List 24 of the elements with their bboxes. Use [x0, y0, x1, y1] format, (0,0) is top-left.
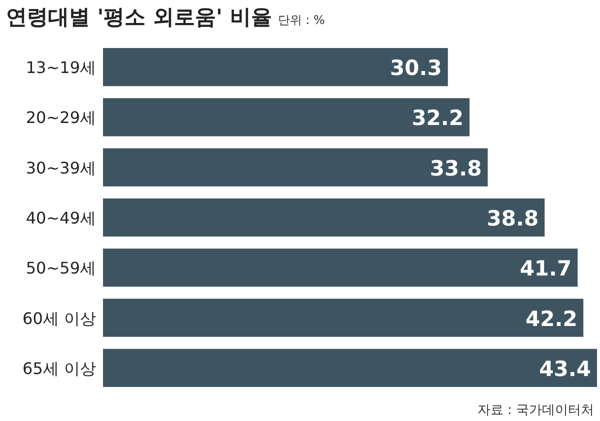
data-label: 42.2 [526, 306, 578, 331]
bar [103, 48, 448, 86]
data-label: 32.2 [412, 106, 464, 130]
data-label: 41.7 [520, 256, 572, 281]
bar [103, 298, 584, 337]
y-tick-label: 65세 이상 [22, 358, 96, 378]
bar [103, 148, 488, 186]
data-label: 30.3 [390, 56, 442, 80]
bar [103, 98, 470, 136]
data-label: 38.8 [486, 206, 539, 230]
data-label: 33.8 [430, 156, 482, 180]
y-tick-label: 40~49세 [26, 208, 96, 228]
y-tick-label: 13~19세 [26, 58, 96, 78]
bar [103, 248, 578, 287]
y-tick-label: 50~59세 [26, 258, 96, 278]
y-tick-label: 30~39세 [26, 158, 96, 178]
text: 자료 : 국가데이터처 [477, 403, 594, 418]
y-tick-label: 60세 이상 [22, 308, 96, 328]
y-tick-label: 20~29세 [26, 108, 96, 128]
bar [103, 348, 597, 387]
data-label: 43.4 [539, 356, 591, 381]
bar [103, 198, 545, 237]
chart-subtitle: 단위 : % [278, 13, 325, 27]
chart-title: 연령대별 '평소 외로움' 비율 [6, 5, 272, 29]
